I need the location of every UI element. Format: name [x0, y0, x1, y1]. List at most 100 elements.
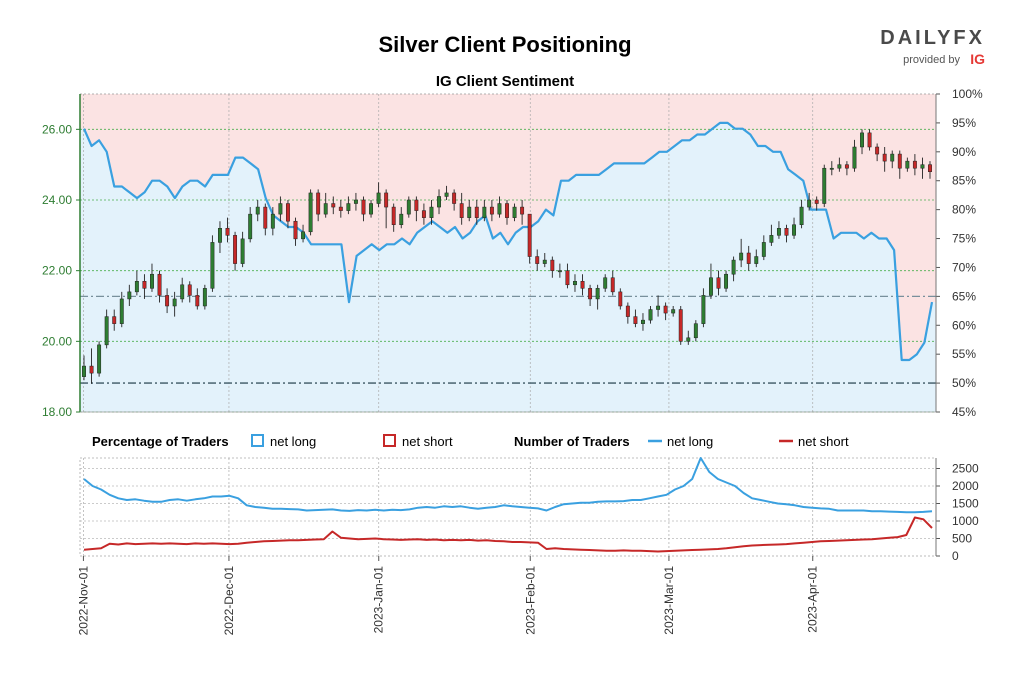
- candle-body: [678, 309, 683, 342]
- chart-title: Silver Client Positioning: [378, 32, 631, 57]
- candle-body: [837, 164, 842, 169]
- candle-body: [656, 305, 661, 310]
- candle-body: [187, 284, 192, 296]
- candle-body: [437, 196, 441, 208]
- candle-body: [603, 277, 608, 289]
- candle-body: [180, 284, 185, 300]
- logo-ig-text: IG: [970, 51, 985, 67]
- candle-body: [474, 206, 479, 218]
- candle-body: [263, 206, 268, 229]
- candle-body: [912, 160, 917, 169]
- candle-body: [248, 213, 253, 240]
- main-price-panel: 18.00 20.00 22.00 24.00 26.00 45% 50% 55% 60% 65%…: [42, 87, 983, 419]
- candle-body: [822, 167, 827, 204]
- candle-body: [112, 316, 117, 324]
- candle-body: [792, 224, 796, 236]
- candle-body: [573, 281, 577, 286]
- date-tick-label: 2023-Feb-01: [523, 566, 537, 635]
- candle-body: [172, 298, 177, 307]
- candle-body: [255, 206, 260, 215]
- candle-body: [663, 305, 668, 314]
- candle-body: [353, 199, 358, 204]
- candle-body: [489, 206, 494, 215]
- candle-body: [928, 164, 932, 172]
- date-tick-label: 2022-Nov-01: [76, 566, 90, 636]
- candle-body: [361, 199, 366, 215]
- candle-body: [165, 295, 170, 307]
- legend: Percentage of Traders net long net short…: [92, 434, 849, 449]
- candle-body: [860, 132, 864, 148]
- candle-body: [444, 192, 449, 197]
- candle-body: [308, 192, 313, 233]
- candle-body: [731, 259, 736, 275]
- candle-body: [414, 199, 419, 211]
- candle-body: [618, 291, 623, 307]
- candle-body: [550, 259, 555, 271]
- traders-tick-label: 2500: [952, 462, 979, 476]
- candle-body: [844, 164, 849, 169]
- pct-tick-label: 65%: [952, 289, 976, 303]
- legend-num-short-label: net short: [798, 434, 849, 449]
- candle-body: [739, 252, 744, 261]
- date-tick-label: 2023-Mar-01: [662, 566, 676, 635]
- candle-body: [671, 309, 676, 314]
- price-tick-label: 18.00: [42, 405, 72, 419]
- traders-net-long-line: [83, 457, 933, 514]
- candle-body: [557, 270, 562, 273]
- candle-body: [595, 288, 600, 300]
- pct-tick-label: 90%: [952, 145, 976, 159]
- pct-tick-label: 95%: [952, 116, 976, 130]
- candle-body: [535, 256, 540, 264]
- candle-body: [240, 238, 245, 264]
- candle-body: [769, 235, 774, 243]
- traders-tick-label: 0: [952, 549, 959, 563]
- dailyfx-logo: DAILYFX provided by IG: [880, 27, 985, 67]
- candle-body: [399, 213, 404, 225]
- net-long-pct-line: [82, 121, 934, 362]
- candle-body: [610, 277, 615, 293]
- candle-body: [293, 220, 298, 240]
- candle-body: [497, 203, 502, 215]
- candle-body: [776, 228, 781, 236]
- traders-tick-label: 500: [952, 532, 972, 546]
- candle-body: [391, 206, 396, 225]
- candle-body: [920, 164, 925, 169]
- traders-net-short-line: [83, 516, 933, 553]
- candle-body: [693, 323, 698, 339]
- candle-body: [807, 199, 812, 208]
- candle-body: [338, 206, 343, 211]
- traders-tick-label: 1500: [952, 497, 979, 511]
- candle-body: [784, 228, 789, 236]
- candle-body: [648, 309, 653, 321]
- candle-body: [890, 153, 895, 162]
- price-tick-label: 26.00: [42, 122, 72, 136]
- date-tick-label: 2023-Apr-01: [806, 566, 820, 633]
- legend-num-heading: Number of Traders: [514, 434, 630, 449]
- candle-body: [157, 273, 162, 296]
- candle-body: [316, 192, 321, 215]
- date-tick-label: 2022-Dec-01: [222, 566, 236, 636]
- candle-body: [202, 288, 207, 307]
- legend-pct-long-swatch: [251, 434, 264, 447]
- candle-body: [520, 206, 525, 215]
- candle-body: [421, 210, 426, 218]
- candle-body: [406, 199, 411, 215]
- legend-pct-short-label: net short: [402, 434, 453, 449]
- candle-body: [633, 316, 638, 324]
- legend-num-long-label: net long: [667, 434, 713, 449]
- candle-body: [512, 206, 517, 218]
- candle-body: [278, 203, 283, 215]
- pct-tick-label: 50%: [952, 376, 976, 390]
- candle-body: [119, 298, 124, 324]
- date-tick-label: 2023-Jan-01: [372, 566, 386, 634]
- candle-body: [829, 167, 834, 170]
- logo-main-text: DAILYFX: [880, 27, 985, 49]
- candle-body: [852, 146, 857, 169]
- candle-body: [323, 203, 328, 215]
- candle-body: [761, 242, 766, 257]
- candle-body: [225, 228, 230, 236]
- pct-tick-label: 45%: [952, 405, 976, 419]
- candle-body: [686, 337, 691, 342]
- candle-body: [104, 316, 109, 346]
